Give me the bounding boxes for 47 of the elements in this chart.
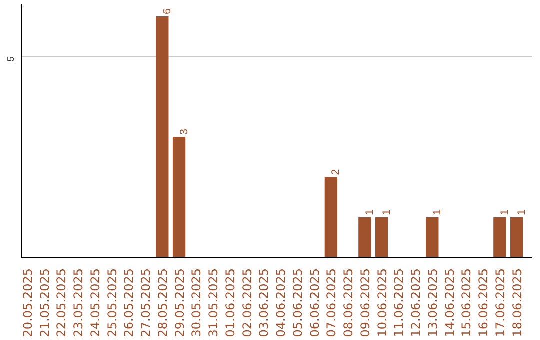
x-tick-label: 27.05.2025 [139,268,154,338]
x-tick-label: 10.06.2025 [375,268,390,338]
x-tick-label: 23.05.2025 [72,268,86,338]
x-tick-label: 22.05.2025 [54,268,69,338]
x-tick-label: 09.06.2025 [358,268,372,338]
x-tick-label: 14.06.2025 [442,268,457,338]
x-tick-label: 17.06.2025 [493,268,508,338]
x-tick-label: 02.06.2025 [240,268,254,338]
data-label: 1 [516,209,528,216]
data-label: 1 [364,209,376,216]
x-tick-label: 05.06.2025 [290,268,305,338]
x-tick-label: 03.06.2025 [257,268,272,338]
x-tick-label: 06.06.2025 [308,268,322,338]
x-tick-label: 31.05.2025 [206,268,221,338]
x-tick-label: 28.05.2025 [156,268,170,338]
x-tick-label: 25.05.2025 [105,268,120,338]
bar [156,16,169,258]
data-label: 1 [380,209,393,216]
bar [375,217,388,258]
bar [494,217,506,258]
x-tick-label: 18.06.2025 [510,268,524,338]
x-tick-label: 16.06.2025 [476,268,491,338]
data-label: 2 [330,169,342,176]
x-tick-label: 29.05.2025 [172,268,187,338]
data-label: 1 [431,209,444,216]
bar [172,137,186,258]
x-tick-label: 04.06.2025 [274,268,288,338]
bar [358,217,372,258]
x-tick-label: 01.06.2025 [223,268,238,338]
x-tick-label: 08.06.2025 [342,268,356,338]
x-tick-label: 21.05.2025 [38,268,52,338]
bar [324,177,338,258]
x-tick-label: 13.06.2025 [426,268,440,338]
data-label: 6 [161,8,174,15]
x-tick-label: 15.06.2025 [460,268,474,338]
x-tick-label: 26.05.2025 [122,268,136,338]
data-label: 1 [498,209,511,216]
bar [510,217,524,258]
data-label: 3 [178,129,190,136]
x-tick-label: 11.06.2025 [392,268,406,338]
x-tick-label: 12.06.2025 [409,268,424,338]
x-tick-label: 30.05.2025 [190,268,204,338]
x-tick-label: 20.05.2025 [20,268,35,338]
y-tick-label: 5 [6,56,16,62]
x-tick-label: 07.06.2025 [324,268,339,338]
x-tick-label: 24.05.2025 [88,268,102,338]
bar [426,217,439,258]
